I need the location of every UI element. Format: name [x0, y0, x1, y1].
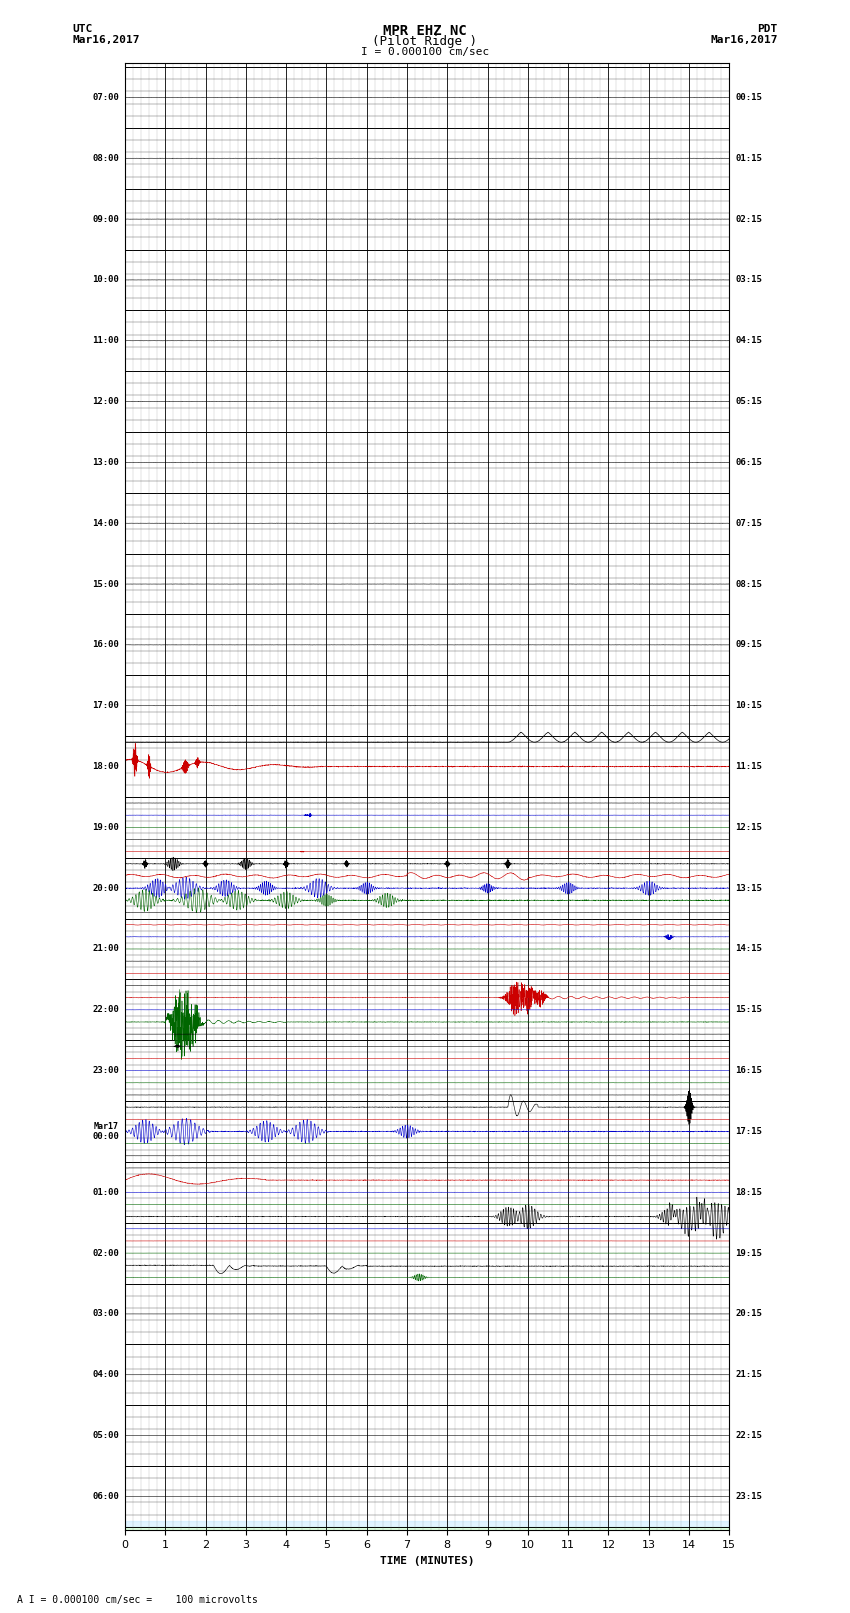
Text: 21:00: 21:00: [92, 945, 119, 953]
Text: 10:15: 10:15: [735, 702, 762, 710]
Text: 13:15: 13:15: [735, 884, 762, 892]
Text: 06:15: 06:15: [735, 458, 762, 466]
Text: 11:00: 11:00: [92, 336, 119, 345]
Text: A I = 0.000100 cm/sec =    100 microvolts: A I = 0.000100 cm/sec = 100 microvolts: [17, 1595, 258, 1605]
Text: 21:15: 21:15: [735, 1371, 762, 1379]
X-axis label: TIME (MINUTES): TIME (MINUTES): [380, 1557, 474, 1566]
Text: PDT: PDT: [757, 24, 778, 34]
Text: 22:15: 22:15: [735, 1431, 762, 1440]
Text: 05:15: 05:15: [735, 397, 762, 406]
Text: (Pilot Ridge ): (Pilot Ridge ): [372, 35, 478, 48]
Text: 16:00: 16:00: [92, 640, 119, 650]
Text: 17:15: 17:15: [735, 1127, 762, 1136]
Text: Mar16,2017: Mar16,2017: [711, 35, 778, 45]
Text: 07:15: 07:15: [735, 519, 762, 527]
Text: 16:15: 16:15: [735, 1066, 762, 1076]
Text: 01:15: 01:15: [735, 153, 762, 163]
Text: 06:00: 06:00: [92, 1492, 119, 1502]
Text: 02:15: 02:15: [735, 215, 762, 224]
Bar: [125, 1521, 729, 1528]
Text: Mar17: Mar17: [94, 1123, 119, 1131]
Text: Mar16,2017: Mar16,2017: [72, 35, 139, 45]
Text: 15:00: 15:00: [92, 579, 119, 589]
Text: I = 0.000100 cm/sec: I = 0.000100 cm/sec: [361, 47, 489, 56]
Text: 20:00: 20:00: [92, 884, 119, 892]
Text: 03:00: 03:00: [92, 1310, 119, 1318]
Text: 00:00: 00:00: [92, 1132, 119, 1140]
Text: 17:00: 17:00: [92, 702, 119, 710]
Text: 23:00: 23:00: [92, 1066, 119, 1076]
Text: 23:15: 23:15: [735, 1492, 762, 1502]
Text: 04:15: 04:15: [735, 336, 762, 345]
Text: 13:00: 13:00: [92, 458, 119, 466]
Text: 12:15: 12:15: [735, 823, 762, 832]
Text: 22:00: 22:00: [92, 1005, 119, 1015]
Text: 10:00: 10:00: [92, 276, 119, 284]
Text: 07:00: 07:00: [92, 94, 119, 102]
Text: 08:15: 08:15: [735, 579, 762, 589]
Text: 09:00: 09:00: [92, 215, 119, 224]
Text: 04:00: 04:00: [92, 1371, 119, 1379]
Bar: [125, 1528, 729, 1532]
Text: 00:15: 00:15: [735, 94, 762, 102]
Text: 03:15: 03:15: [735, 276, 762, 284]
Text: 05:00: 05:00: [92, 1431, 119, 1440]
Text: MPR EHZ NC: MPR EHZ NC: [383, 24, 467, 39]
Text: 15:15: 15:15: [735, 1005, 762, 1015]
Text: 14:00: 14:00: [92, 519, 119, 527]
Text: 01:00: 01:00: [92, 1187, 119, 1197]
Text: 11:15: 11:15: [735, 761, 762, 771]
Text: 19:15: 19:15: [735, 1248, 762, 1258]
Text: 09:15: 09:15: [735, 640, 762, 650]
Text: 14:15: 14:15: [735, 945, 762, 953]
Text: 20:15: 20:15: [735, 1310, 762, 1318]
Text: 18:15: 18:15: [735, 1187, 762, 1197]
Text: 19:00: 19:00: [92, 823, 119, 832]
Text: 08:00: 08:00: [92, 153, 119, 163]
Text: 12:00: 12:00: [92, 397, 119, 406]
Text: 18:00: 18:00: [92, 761, 119, 771]
Text: UTC: UTC: [72, 24, 93, 34]
Text: 02:00: 02:00: [92, 1248, 119, 1258]
